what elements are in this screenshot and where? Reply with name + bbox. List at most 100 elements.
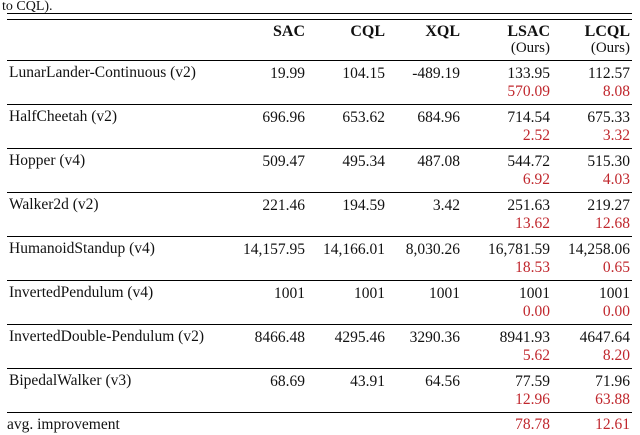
improvement-value: 63.88 [595, 390, 630, 408]
env-name: Hopper (v4) [7, 148, 230, 193]
env-name: HumanoidStandup (v4) [7, 236, 230, 281]
score-cell: -489.19 [387, 60, 462, 105]
score-cell: 8941.93 5.62 [462, 324, 552, 369]
improvement-value: 4.03 [602, 170, 630, 188]
score-value: 696.96 [262, 108, 305, 126]
improvement-value: 0.00 [602, 302, 630, 320]
score-cell: 1001 [387, 280, 462, 325]
improvement-value: 6.92 [522, 170, 550, 188]
score-cell: 515.30 4.03 [552, 148, 632, 193]
score-cell: 8466.48 [230, 324, 307, 369]
score-value: 14,258.06 [568, 240, 630, 258]
score-value: 1001 [354, 284, 385, 302]
improvement-value: 12.68 [595, 214, 630, 232]
score-cell: 509.47 [230, 148, 307, 193]
improvement-value: 8.20 [602, 346, 630, 364]
improvement-value: 2.52 [522, 126, 550, 144]
improvement-value: 12.96 [515, 390, 550, 408]
column-header-xql: XQL [387, 19, 462, 61]
score-value: 221.46 [262, 196, 305, 214]
score-cell: 8,030.26 [387, 236, 462, 281]
score-cell: 251.63 13.62 [462, 192, 552, 237]
improvement-value: 8.08 [602, 82, 630, 100]
env-name: LunarLander-Continuous (v2) [7, 60, 230, 105]
improvement-value: 5.62 [522, 346, 550, 364]
column-header-sac: SAC [230, 19, 307, 61]
improvement-value: 570.09 [507, 82, 550, 100]
score-value: 515.30 [587, 152, 630, 170]
score-value: 684.96 [417, 108, 460, 126]
score-cell: 43.91 [307, 368, 387, 413]
score-cell [230, 412, 307, 435]
score-value: 8941.93 [499, 328, 550, 346]
score-cell: 1001 [307, 280, 387, 325]
score-cell: 14,157.95 [230, 236, 307, 281]
improvement-value: 3.32 [602, 126, 630, 144]
score-cell [307, 412, 387, 435]
table-row: Walker2d (v2) 221.46 194.59 3.42 251.63 13.62… [7, 192, 632, 237]
table-body: LunarLander-Continuous (v2) 19.99 104.15 -4… [7, 60, 632, 413]
score-cell: 675.33 3.32 [552, 104, 632, 149]
score-cell: 653.62 [307, 104, 387, 149]
score-cell: 487.08 [387, 148, 462, 193]
score-value: 653.62 [342, 108, 385, 126]
score-cell: 1001 [230, 280, 307, 325]
score-cell: 194.59 [307, 192, 387, 237]
column-header-label: LSAC [507, 22, 550, 40]
table-top-rule-inner [7, 18, 632, 20]
score-value: 64.56 [425, 372, 460, 390]
score-value: 77.59 [515, 372, 550, 390]
score-cell: 4647.64 8.20 [552, 324, 632, 369]
env-name: InvertedDouble-Pendulum (v2) [7, 324, 230, 369]
score-cell: 16,781.59 18.53 [462, 236, 552, 281]
column-header-sublabel: (Ours) [510, 39, 550, 56]
table-row: HumanoidStandup (v4) 14,157.95 14,166.01 8,… [7, 236, 632, 281]
improvement-value: 0.00 [522, 302, 550, 320]
score-cell [387, 412, 462, 435]
score-value: 1001 [519, 284, 550, 302]
score-value: 16,781.59 [488, 240, 550, 258]
score-cell: 3290.36 [387, 324, 462, 369]
improvement-value: 13.62 [515, 214, 550, 232]
avg-improvement-lsac: 78.78 [515, 415, 550, 433]
score-cell: 684.96 [387, 104, 462, 149]
score-value: 104.15 [342, 64, 385, 82]
score-cell: 714.54 2.52 [462, 104, 552, 149]
score-value: 194.59 [342, 196, 385, 214]
table-row: InvertedPendulum (v4) 1001 1001 1001 1001 0.0… [7, 280, 632, 325]
score-cell: 3.42 [387, 192, 462, 237]
score-value: 1001 [274, 284, 305, 302]
score-value: 509.47 [262, 152, 305, 170]
column-header-label: XQL [425, 22, 460, 40]
score-cell: 64.56 [387, 368, 462, 413]
score-cell: 19.99 [230, 60, 307, 105]
score-cell: 696.96 [230, 104, 307, 149]
score-value: 68.69 [270, 372, 305, 390]
improvement-value: 0.65 [602, 258, 630, 276]
table-row: BipedalWalker (v3) 68.69 43.91 64.56 77.59 12… [7, 368, 632, 413]
table-top-rule-outer [7, 13, 632, 14]
score-value: 3290.36 [409, 328, 460, 346]
column-header-label: CQL [350, 22, 385, 40]
score-cell: 4295.46 [307, 324, 387, 369]
score-value: 71.96 [595, 372, 630, 390]
score-value: 19.99 [270, 64, 305, 82]
env-name: HalfCheetah (v2) [7, 104, 230, 149]
score-value: 4647.64 [579, 328, 630, 346]
score-value: 544.72 [507, 152, 550, 170]
score-value: 1001 [599, 284, 630, 302]
score-value: 43.91 [350, 372, 385, 390]
column-header-lsac: LSAC (Ours) [462, 19, 552, 61]
score-cell: 112.57 8.08 [552, 60, 632, 105]
table-row: HalfCheetah (v2) 696.96 653.62 684.96 714.54… [7, 104, 632, 149]
avg-improvement-label: avg. improvement [7, 415, 120, 433]
score-value: 675.33 [587, 108, 630, 126]
score-value: 1001 [429, 284, 460, 302]
header-row: SAC CQL XQL LSAC (Ours) LCQL (Ours) [7, 19, 632, 61]
caption-fragment: to CQL). [2, 0, 53, 14]
score-cell: 14,166.01 [307, 236, 387, 281]
score-cell: 104.15 [307, 60, 387, 105]
avg-improvement-row: avg. improvement 78.78 12.61 [7, 412, 632, 435]
score-value: 4295.46 [334, 328, 385, 346]
table-footer: avg. improvement 78.78 12.61 [7, 412, 632, 435]
